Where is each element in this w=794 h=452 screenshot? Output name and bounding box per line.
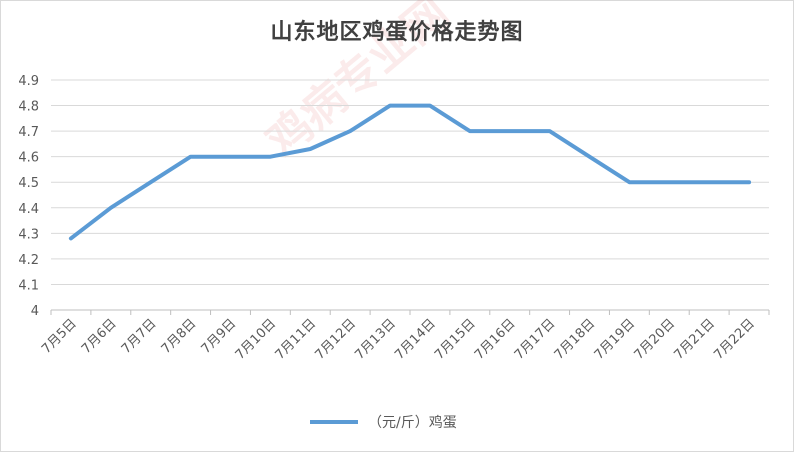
legend: （元/斤）鸡蛋 <box>310 410 457 434</box>
x-tick-label: 7月5日 <box>39 316 80 357</box>
y-tick-label: 4.4 <box>18 202 39 217</box>
x-tick-label: 7月12日 <box>312 316 359 363</box>
x-tick-label: 7月17日 <box>512 316 559 363</box>
x-tick-label: 7月18日 <box>552 316 599 363</box>
y-tick-label: 4.7 <box>18 125 39 140</box>
x-tick-label: 7月22日 <box>711 316 758 363</box>
x-tick-label: 7月8日 <box>159 316 200 357</box>
y-tick-label: 4.6 <box>18 151 39 166</box>
y-tick-label: 4 <box>31 304 39 319</box>
x-tick-label: 7月15日 <box>432 316 479 363</box>
x-tick-label: 7月6日 <box>79 316 120 357</box>
x-tick-label: 7月10日 <box>233 316 280 363</box>
x-tick-label: 7月11日 <box>273 316 320 363</box>
y-tick-label: 4.2 <box>18 253 39 268</box>
x-tick-label: 7月16日 <box>472 316 519 363</box>
legend-swatch <box>310 420 358 424</box>
y-tick-label: 4.5 <box>18 176 39 191</box>
y-tick-label: 4.3 <box>18 227 39 242</box>
series-line <box>68 103 752 241</box>
x-tick-label: 7月21日 <box>671 316 718 363</box>
x-tick-label: 7月13日 <box>352 316 399 363</box>
x-tick-label: 7月7日 <box>119 316 160 357</box>
y-tick-label: 4.8 <box>18 100 39 115</box>
x-tick-label: 7月14日 <box>392 316 439 363</box>
y-tick-label: 4.9 <box>18 74 39 89</box>
y-tick-label: 4.1 <box>18 278 39 293</box>
chart-title: 山东地区鸡蛋价格走势图 <box>270 20 524 45</box>
legend-label: （元/斤）鸡蛋 <box>368 415 457 431</box>
x-tick-label: 7月20日 <box>632 316 679 363</box>
x-tick-label: 7月19日 <box>592 316 639 363</box>
